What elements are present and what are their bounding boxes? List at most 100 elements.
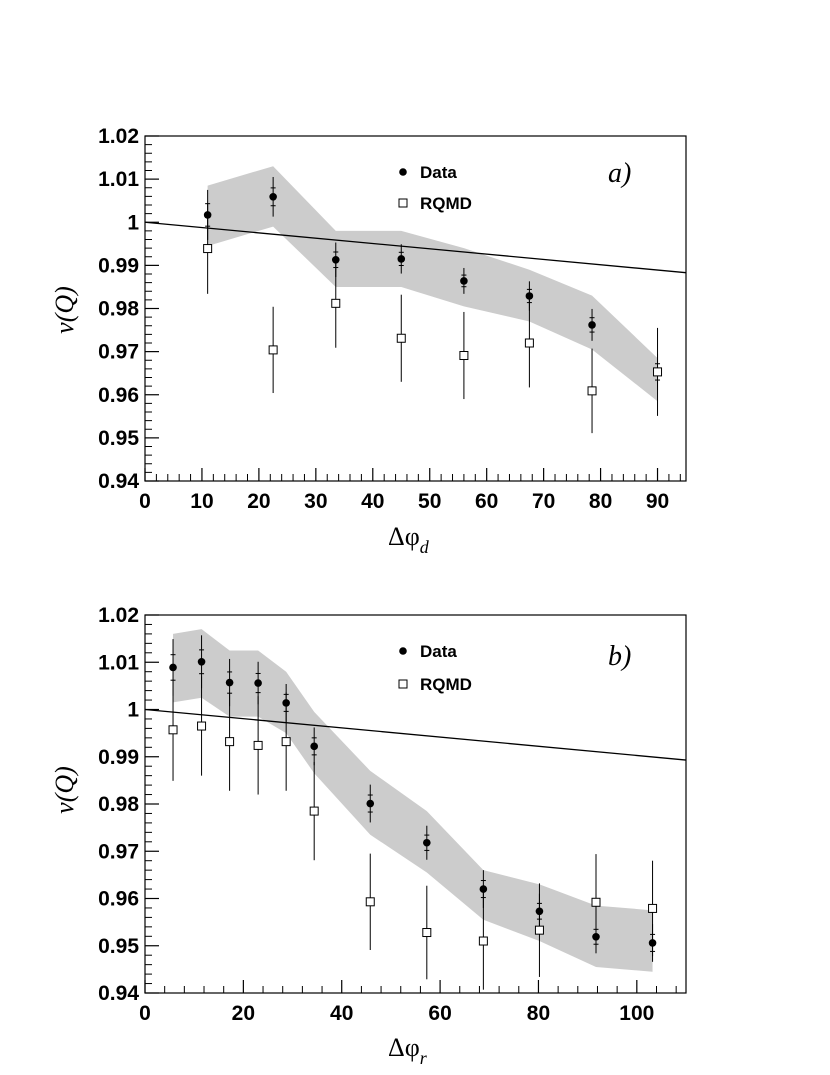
panel-b-data-point xyxy=(423,838,431,847)
panel-b-line-layer xyxy=(144,708,687,761)
panel-a-data-point xyxy=(269,193,277,201)
panel-a-legend: Data RQMD xyxy=(398,163,472,213)
panel-b-x-tick-label: 80 xyxy=(527,1002,550,1025)
panel-b-x-tick-label: 40 xyxy=(330,1002,353,1025)
panel-a-data-point xyxy=(588,321,596,329)
panel-a-legend-rqmd-label: RQMD xyxy=(420,194,472,213)
panel-b-rqmd-point xyxy=(309,806,319,816)
panel-b-y-tick-label: 0.98 xyxy=(98,793,139,816)
panel-a-x-tick-label: 30 xyxy=(304,490,327,513)
panel-b: 0 20 40 60 80 100 0.94 0.95 0.96 0.97 0.98 0.99 1 1.0… xyxy=(50,604,687,1068)
panel-b-legend-data-label: Data xyxy=(420,642,457,661)
panel-b-rqmd-point xyxy=(648,903,658,913)
panel-b-y-tick-label: 0.97 xyxy=(98,840,139,863)
panel-a-ticks-layer xyxy=(144,135,681,482)
panel-a-x-tick-label: 60 xyxy=(475,490,498,513)
panel-a-legend-data-label: Data xyxy=(420,163,457,182)
panel-b-rqmd-point xyxy=(197,721,207,731)
panel-a-data-point xyxy=(203,211,212,219)
panel-b-y-tick-label: 1.02 xyxy=(98,604,139,627)
panel-a-reference-line xyxy=(144,221,687,274)
panel-a-points-layer xyxy=(203,193,663,396)
panel-b-xlabel: Δφr xyxy=(388,1033,428,1068)
panel-a-rqmd-point xyxy=(203,244,213,254)
panel-b-y-tick-label: 1.01 xyxy=(98,651,139,674)
panel-a-y-tick-label: 0.96 xyxy=(98,384,139,407)
panel-b-data-point xyxy=(169,663,177,672)
panel-a-xlabel-sub: d xyxy=(420,537,430,557)
panel-a-y-tick-label: 1 xyxy=(127,211,139,234)
panel-b-x-tick-label: 60 xyxy=(428,1002,451,1025)
panel-a-rqmd-point xyxy=(587,386,597,396)
panel-a-data-point xyxy=(525,292,534,300)
panel-a-rqmd-point xyxy=(268,345,278,355)
panel-b-data-point xyxy=(648,939,657,947)
panel-b-ticklabels-layer: 0 20 40 60 80 100 0.94 0.95 0.96 0.97 0.98 0.99 1 1.0… xyxy=(98,604,654,1025)
panel-b-data-point xyxy=(254,679,262,687)
panel-a-rqmd-point xyxy=(524,338,534,348)
panel-b-rqmd-point xyxy=(478,936,488,946)
panel-b-rqmd-point xyxy=(365,897,375,907)
panel-b-points-layer xyxy=(168,657,658,947)
panel-a-xlabel-main: Δφ xyxy=(388,522,420,551)
panel-a-systematic-band xyxy=(207,166,658,402)
panel-a-x-tick-label: 50 xyxy=(418,490,441,513)
panel-b-rqmd-point xyxy=(281,737,291,747)
panel-b-data-point xyxy=(225,678,234,687)
panel-b-y-tick-label: 0.99 xyxy=(98,746,139,769)
panel-a-x-tick-label: 10 xyxy=(190,490,213,513)
panel-b-ticks-layer xyxy=(144,614,677,994)
panel-a-y-tick-label: 0.98 xyxy=(98,298,139,321)
panel-b-x-tick-label: 100 xyxy=(619,1002,654,1025)
panel-b-y-tick-label: 0.95 xyxy=(98,935,139,958)
panel-b-systematic-band xyxy=(173,629,653,972)
panel-a-y-tick-label: 0.97 xyxy=(98,341,139,364)
panel-b-data-point xyxy=(197,657,206,666)
panel-b-legend: Data RQMD xyxy=(398,642,472,694)
panel-b-label: b) xyxy=(608,641,631,672)
panel-b-rqmd-point xyxy=(422,928,432,938)
panel-a-y-tick-label: 0.95 xyxy=(98,427,139,450)
panel-a-ylabel: v(Q) xyxy=(50,286,79,334)
panel-b-data-point xyxy=(535,907,544,916)
panel-b-y-tick-label: 0.94 xyxy=(98,982,139,1005)
panel-a: 0 10 20 30 40 50 60 70 80 90 0.94 0.95 0.96 0.97 0.98 0… xyxy=(50,125,687,557)
panel-a-data-point xyxy=(397,255,406,263)
panel-a-x-tick-label: 0 xyxy=(139,490,151,513)
panel-a-x-tick-label: 40 xyxy=(361,490,384,513)
panel-a-ticklabels-layer: 0 10 20 30 40 50 60 70 80 90 0.94 0.95 0.96 0.97 0.98 0… xyxy=(98,125,669,513)
panel-a-data-point xyxy=(331,255,340,264)
panel-b-legend-rqmd-label: RQMD xyxy=(420,675,472,694)
panel-b-xlabel-main: Δφ xyxy=(388,1033,420,1062)
panel-a-y-tick-label: 1.01 xyxy=(98,168,139,191)
panel-a-line-layer xyxy=(144,221,687,274)
panel-a-rqmd-point xyxy=(459,351,469,361)
panel-a-data-point xyxy=(460,277,468,285)
panel-a-x-tick-label: 80 xyxy=(589,490,612,513)
panel-b-band-layer xyxy=(173,629,653,972)
panel-b-rqmd-point xyxy=(253,740,263,750)
panel-a-xlabel: Δφd xyxy=(388,522,430,557)
panel-a-rqmd-point xyxy=(331,298,341,308)
panel-b-rqmd-point xyxy=(168,725,178,735)
panel-b-rqmd-point xyxy=(225,737,235,747)
panel-b-y-tick-label: 1 xyxy=(127,699,139,722)
panel-a-y-tick-label: 0.99 xyxy=(98,254,139,277)
panel-b-reference-line xyxy=(144,708,687,761)
panel-b-rqmd-point xyxy=(591,897,601,907)
panel-b-data-point xyxy=(366,799,375,808)
panel-a-y-tick-label: 0.94 xyxy=(98,470,139,493)
panel-a-rqmd-point xyxy=(653,367,663,377)
panel-b-xlabel-sub: r xyxy=(420,1048,428,1068)
panel-b-legend-data-marker xyxy=(399,647,407,655)
panel-a-rqmd-point xyxy=(396,333,406,343)
panel-b-rqmd-point xyxy=(534,925,544,935)
panel-b-legend-rqmd-marker xyxy=(398,679,408,689)
panel-a-x-tick-label: 70 xyxy=(532,490,555,513)
panel-a-x-tick-label: 90 xyxy=(646,490,669,513)
panel-b-ylabel: v(Q) xyxy=(50,766,79,814)
panel-a-legend-rqmd-marker xyxy=(398,198,408,208)
panel-a-legend-data-marker xyxy=(399,168,407,176)
panel-a-x-tick-label: 20 xyxy=(247,490,270,513)
